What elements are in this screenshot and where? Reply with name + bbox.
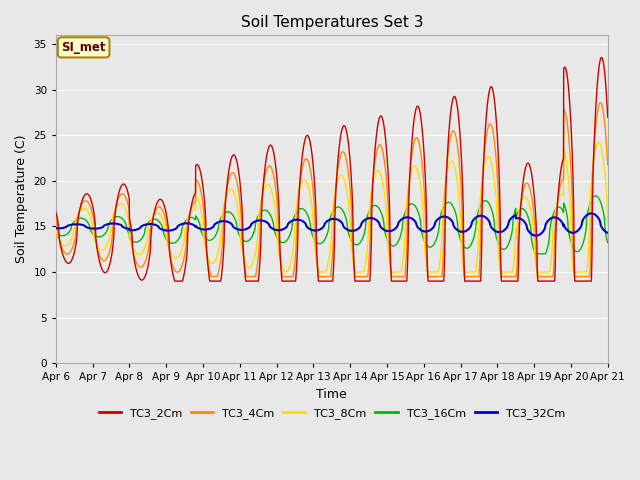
TC3_32Cm bbox=[170, 227, 178, 232]
TC3_8Cm bbox=[595, 139, 602, 145]
Line: TC3_32Cm: TC3_32Cm bbox=[56, 214, 608, 236]
Y-axis label: Soil Temperature (C): Soil Temperature (C) bbox=[15, 135, 28, 264]
TC3_4Cm bbox=[52, 215, 60, 221]
TC3_16Cm bbox=[552, 207, 559, 213]
TC3_4Cm bbox=[596, 100, 604, 106]
TC3_4Cm bbox=[604, 162, 612, 168]
TC3_16Cm bbox=[604, 240, 612, 245]
TC3_32Cm bbox=[206, 226, 214, 231]
Line: TC3_4Cm: TC3_4Cm bbox=[56, 103, 608, 276]
TC3_4Cm bbox=[386, 252, 394, 257]
Line: TC3_8Cm: TC3_8Cm bbox=[56, 142, 608, 272]
TC3_16Cm bbox=[396, 237, 403, 242]
TC3_8Cm bbox=[170, 254, 178, 260]
TC3_4Cm bbox=[207, 274, 215, 279]
TC3_16Cm bbox=[386, 240, 394, 246]
TC3_32Cm bbox=[52, 226, 60, 231]
TC3_32Cm bbox=[552, 215, 559, 220]
TC3_2Cm bbox=[386, 209, 394, 215]
TC3_16Cm bbox=[206, 238, 214, 243]
TC3_32Cm bbox=[604, 230, 611, 236]
TC3_16Cm bbox=[170, 240, 178, 246]
TC3_16Cm bbox=[592, 193, 600, 199]
TC3_32Cm bbox=[386, 228, 394, 234]
Text: SI_met: SI_met bbox=[61, 41, 106, 54]
TC3_32Cm bbox=[588, 211, 595, 216]
TC3_8Cm bbox=[604, 223, 612, 228]
TC3_8Cm bbox=[552, 209, 559, 215]
Line: TC3_2Cm: TC3_2Cm bbox=[56, 58, 608, 281]
TC3_8Cm bbox=[282, 269, 290, 275]
TC3_4Cm bbox=[206, 269, 214, 275]
TC3_8Cm bbox=[604, 213, 611, 219]
TC3_2Cm bbox=[552, 256, 559, 262]
TC3_2Cm bbox=[171, 278, 179, 284]
TC3_4Cm bbox=[396, 274, 403, 279]
TC3_2Cm bbox=[206, 278, 214, 284]
TC3_8Cm bbox=[396, 269, 403, 275]
TC3_2Cm bbox=[598, 55, 605, 60]
X-axis label: Time: Time bbox=[316, 388, 347, 401]
TC3_32Cm bbox=[604, 230, 612, 236]
TC3_2Cm bbox=[604, 111, 611, 117]
TC3_4Cm bbox=[170, 266, 178, 272]
TC3_2Cm bbox=[604, 114, 612, 120]
TC3_8Cm bbox=[206, 259, 214, 264]
Legend: TC3_2Cm, TC3_4Cm, TC3_8Cm, TC3_16Cm, TC3_32Cm: TC3_2Cm, TC3_4Cm, TC3_8Cm, TC3_16Cm, TC3… bbox=[94, 403, 570, 423]
Title: Soil Temperatures Set 3: Soil Temperatures Set 3 bbox=[241, 15, 423, 30]
TC3_16Cm bbox=[531, 251, 539, 257]
TC3_2Cm bbox=[396, 278, 403, 284]
TC3_4Cm bbox=[552, 221, 559, 227]
TC3_32Cm bbox=[532, 233, 540, 239]
TC3_8Cm bbox=[386, 259, 394, 265]
TC3_32Cm bbox=[396, 219, 403, 225]
TC3_16Cm bbox=[52, 230, 60, 236]
Line: TC3_16Cm: TC3_16Cm bbox=[56, 196, 608, 254]
TC3_2Cm bbox=[170, 276, 178, 282]
TC3_4Cm bbox=[604, 159, 611, 165]
TC3_2Cm bbox=[52, 209, 60, 215]
TC3_8Cm bbox=[52, 226, 60, 231]
TC3_16Cm bbox=[604, 239, 611, 245]
